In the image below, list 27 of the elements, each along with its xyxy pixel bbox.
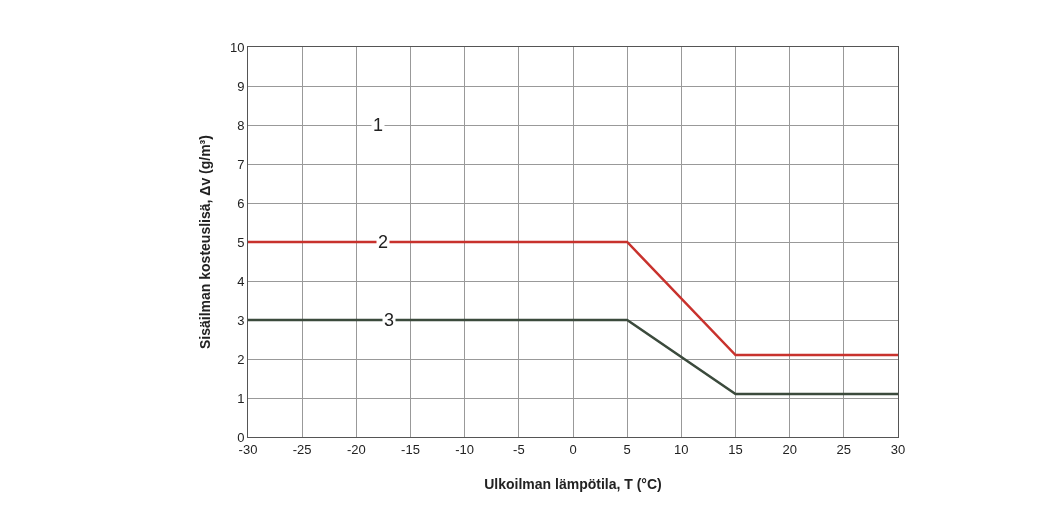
- y-tick-label: 2: [237, 351, 245, 367]
- x-tick-label: 0: [569, 441, 577, 457]
- annotation: 3: [384, 310, 395, 330]
- y-tick-label: 8: [237, 117, 245, 133]
- x-tick-label: 30: [890, 441, 906, 457]
- y-tick-label: 4: [237, 273, 245, 289]
- y-tick-label: 7: [237, 156, 245, 172]
- x-tick-label: -15: [401, 441, 420, 457]
- annotation: 1: [373, 115, 384, 135]
- x-tick-label: -25: [292, 441, 312, 457]
- y-tick-label: 3: [237, 312, 245, 328]
- y-tick-label: 1: [237, 390, 245, 406]
- y-tick-label: 6: [237, 195, 245, 211]
- y-tick-label: 9: [237, 78, 245, 94]
- x-tick-label: -5: [513, 441, 525, 457]
- y-tick-label: 5: [237, 234, 245, 250]
- y-axis-title: Sisäilman kosteuslisä, Δv (g/m³): [197, 135, 213, 349]
- x-axis-title: Ulkoilman lämpötila, T (°C): [484, 476, 662, 492]
- y-tick-label: 10: [229, 39, 245, 55]
- x-tick-label: 20: [782, 441, 797, 457]
- x-tick-label: 10: [674, 441, 689, 457]
- x-tick-label: -10: [455, 441, 475, 457]
- x-tick-label: 5: [623, 441, 631, 457]
- annotation: 2: [378, 232, 389, 252]
- x-tick-label: 15: [728, 441, 743, 457]
- x-tick-label: 25: [836, 441, 852, 457]
- x-tick-label: -20: [346, 441, 366, 457]
